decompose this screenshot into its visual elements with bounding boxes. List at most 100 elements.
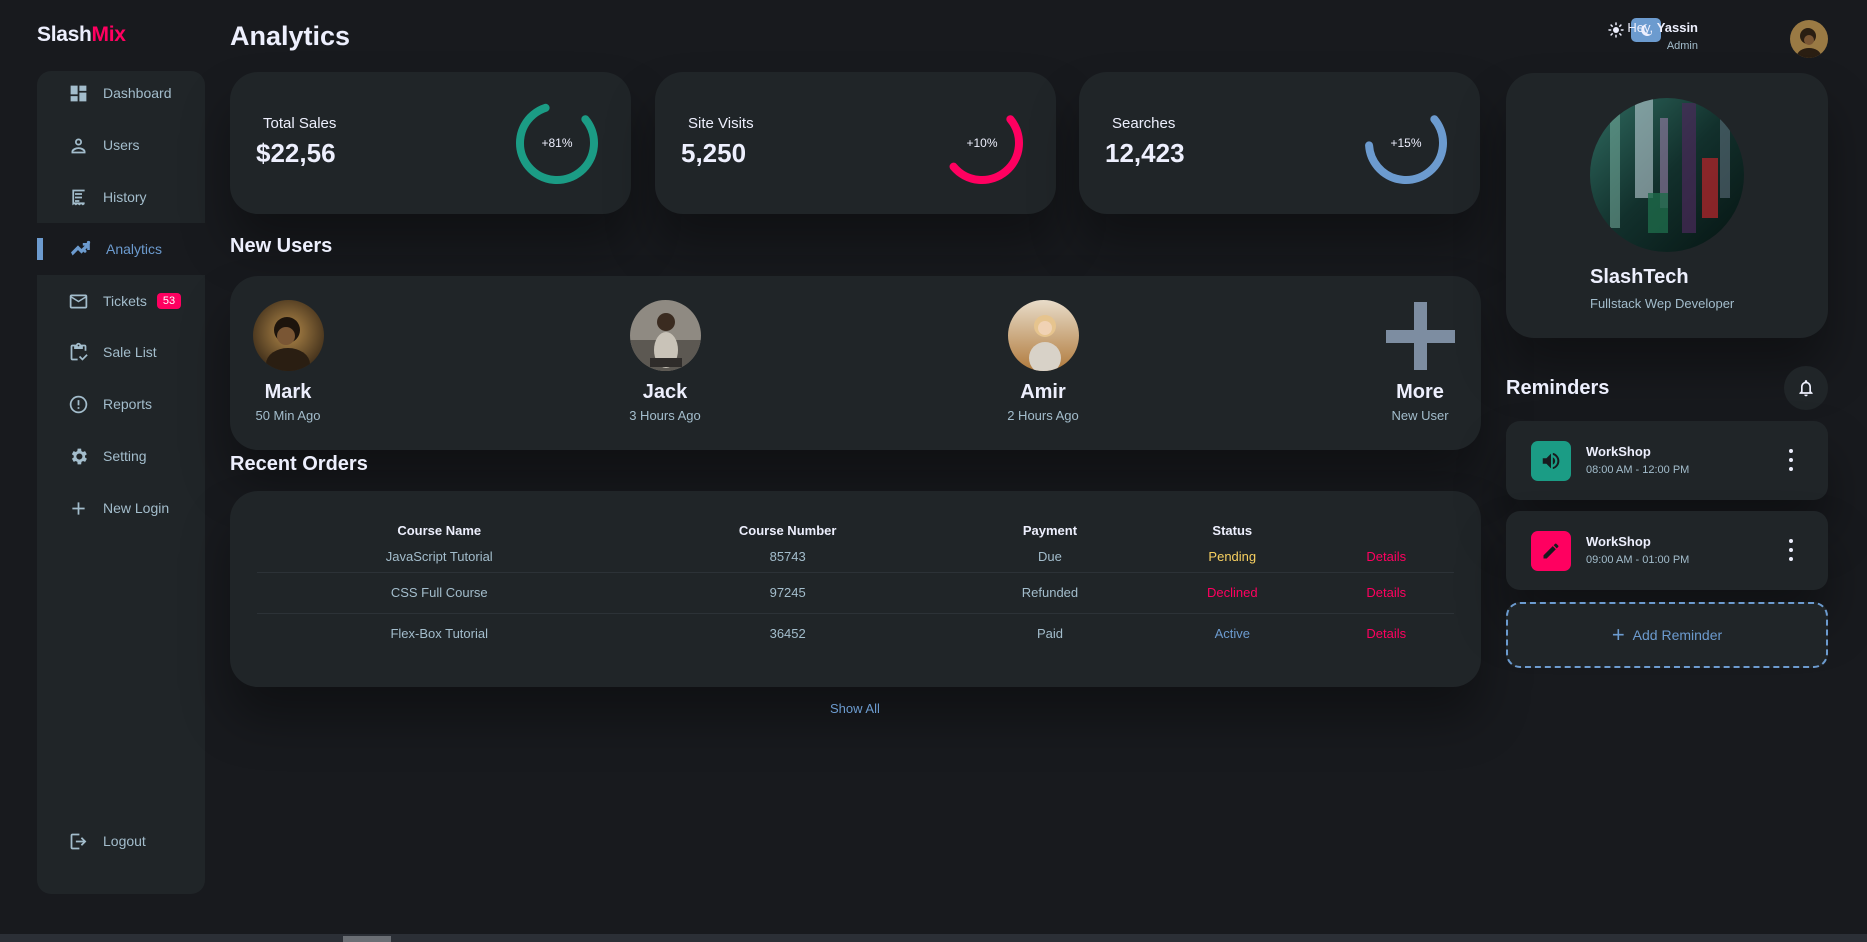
sidebar-item-setting[interactable]: Setting bbox=[37, 430, 205, 482]
stat-value: 5,250 bbox=[681, 138, 747, 168]
user-time: 3 Hours Ago bbox=[629, 408, 701, 423]
stat-card-site-visits: Site Visits 5,250 +10% bbox=[655, 72, 1056, 214]
sidebar-item-users[interactable]: Users bbox=[37, 119, 205, 171]
profile-avatar[interactable] bbox=[1790, 20, 1828, 58]
stat-card-total-sales: Total Sales $22,56 +81% bbox=[230, 72, 631, 214]
logout-button[interactable]: Logout bbox=[37, 815, 205, 867]
inventory-icon bbox=[67, 341, 89, 363]
sidebar-item-label: Users bbox=[103, 137, 140, 153]
user-item[interactable]: Jack 3 Hours Ago bbox=[595, 300, 735, 423]
user-time: New User bbox=[1391, 408, 1449, 423]
sidebar-item-history[interactable]: History bbox=[37, 171, 205, 223]
moon-icon bbox=[1641, 23, 1652, 36]
sidebar-item-sale-list[interactable]: Sale List bbox=[37, 326, 205, 378]
details-link[interactable]: Details bbox=[1318, 542, 1454, 573]
user-name: More bbox=[1396, 381, 1444, 403]
add-reminder-button[interactable]: + Add Reminder bbox=[1506, 602, 1828, 668]
column-header: Course Name bbox=[397, 522, 482, 538]
dark-mode-button[interactable] bbox=[1631, 18, 1661, 42]
sidebar-item-label: Dashboard bbox=[103, 85, 172, 101]
stat-percent: +10% bbox=[966, 136, 998, 150]
bell-icon bbox=[1799, 380, 1813, 397]
user-item[interactable]: Mark 50 Min Ago bbox=[218, 300, 358, 423]
add-new-user[interactable]: More New User bbox=[1350, 300, 1490, 423]
logout-icon bbox=[67, 830, 89, 852]
column-header bbox=[1319, 518, 1455, 542]
sidebar-item-label: Setting bbox=[103, 448, 147, 464]
stat-label: Searches bbox=[1112, 115, 1176, 132]
avatar bbox=[1007, 300, 1079, 371]
edit-icon bbox=[1531, 531, 1571, 571]
sidebar-item-label: New Login bbox=[103, 500, 170, 516]
payment-status: Paid bbox=[1036, 626, 1063, 642]
show-all-link[interactable]: Show All bbox=[830, 701, 880, 716]
sidebar-item-label: Reports bbox=[103, 396, 153, 412]
reminder-item[interactable]: WorkShop 09:00 AM - 01:00 PM bbox=[1506, 511, 1828, 590]
logout-label: Logout bbox=[103, 833, 146, 849]
header-user-role: Admin bbox=[1666, 40, 1698, 52]
user-item[interactable]: Amir 2 Hours Ago bbox=[973, 300, 1113, 423]
tickets-count-badge: 53 bbox=[156, 293, 182, 309]
reminder-time: 08:00 AM - 12:00 PM bbox=[1586, 464, 1690, 476]
course-name: Flex-Box Tutorial bbox=[390, 626, 488, 642]
column-header: Status bbox=[1212, 522, 1253, 538]
insights-icon bbox=[70, 238, 92, 260]
more-vert-icon[interactable] bbox=[1788, 449, 1794, 471]
user-name: Mark bbox=[264, 381, 312, 403]
brand-logo: SlashMix bbox=[37, 23, 126, 47]
reminder-name: WorkShop bbox=[1586, 444, 1651, 459]
profile-image bbox=[1590, 98, 1744, 252]
progress-ring bbox=[516, 102, 598, 184]
reminder-item[interactable]: WorkShop 08:00 AM - 12:00 PM bbox=[1506, 421, 1828, 500]
receipt-icon bbox=[67, 186, 89, 208]
more-vert-icon[interactable] bbox=[1788, 539, 1794, 561]
user-greeting: Hey, Yassin Admin bbox=[1627, 20, 1698, 52]
details-link[interactable]: Details bbox=[1366, 626, 1407, 642]
payment-status: Refunded bbox=[953, 572, 1147, 614]
sidebar-item-dashboard[interactable]: Dashboard bbox=[37, 67, 205, 119]
new-users-card: Mark 50 Min Ago Jack 3 Hours Ago Amir 2 … bbox=[230, 276, 1481, 450]
course-number: 36452 bbox=[769, 626, 806, 642]
profile-card: SlashTech Fullstack Wep Developer bbox=[1506, 73, 1828, 338]
notifications-button[interactable] bbox=[1784, 366, 1828, 410]
orders-table: Course Name Course Number Payment Status… bbox=[257, 518, 1454, 654]
course-number: 85743 bbox=[621, 542, 954, 573]
table-row: JavaScript Tutorial 85743 Due Pending De… bbox=[257, 542, 1454, 573]
course-name: JavaScript Tutorial bbox=[257, 542, 622, 573]
sidebar-item-tickets[interactable]: Tickets 53 bbox=[37, 275, 205, 327]
header-user-name: Yassin bbox=[1656, 20, 1698, 35]
mail-icon bbox=[67, 290, 89, 312]
scrollbar-thumb[interactable] bbox=[343, 936, 391, 942]
user-name: Jack bbox=[642, 381, 688, 403]
stat-label: Site Visits bbox=[688, 115, 754, 132]
reminder-time: 09:00 AM - 01:00 PM bbox=[1586, 554, 1690, 566]
course-number: 97245 bbox=[621, 572, 954, 614]
user-time: 50 Min Ago bbox=[255, 408, 321, 423]
table-row: Flex-Box Tutorial 36452 Paid Active Deta… bbox=[257, 613, 1454, 654]
plus-icon bbox=[1385, 300, 1456, 371]
user-name: Amir bbox=[1020, 381, 1066, 403]
stat-percent: +81% bbox=[541, 136, 573, 150]
progress-ring bbox=[1365, 102, 1447, 184]
stat-value: 12,423 bbox=[1105, 138, 1185, 168]
profile-name: SlashTech bbox=[1590, 266, 1689, 288]
new-users-title: New Users bbox=[230, 235, 333, 257]
avatar bbox=[252, 300, 324, 371]
dashboard-icon bbox=[67, 82, 89, 104]
details-link[interactable]: Details bbox=[1318, 572, 1454, 614]
user-icon bbox=[67, 134, 89, 156]
settings-icon bbox=[67, 445, 89, 467]
light-mode-button[interactable] bbox=[1601, 18, 1631, 42]
stat-card-searches: Searches 12,423 +15% bbox=[1079, 72, 1480, 214]
theme-toggle[interactable] bbox=[1601, 18, 1661, 42]
progress-ring bbox=[941, 102, 1023, 184]
page-title: Analytics bbox=[230, 21, 351, 51]
horizontal-scrollbar[interactable] bbox=[0, 934, 1867, 942]
sidebar-item-analytics[interactable]: Analytics bbox=[37, 223, 205, 275]
table-header-row: Course Name Course Number Payment Status bbox=[257, 518, 1454, 542]
sidebar-item-new-login[interactable]: New Login bbox=[37, 482, 205, 534]
sidebar-item-reports[interactable]: Reports bbox=[37, 378, 205, 430]
recent-orders-card: Course Name Course Number Payment Status… bbox=[230, 491, 1481, 687]
order-status: Declined bbox=[1146, 572, 1319, 614]
add-icon bbox=[67, 497, 89, 519]
